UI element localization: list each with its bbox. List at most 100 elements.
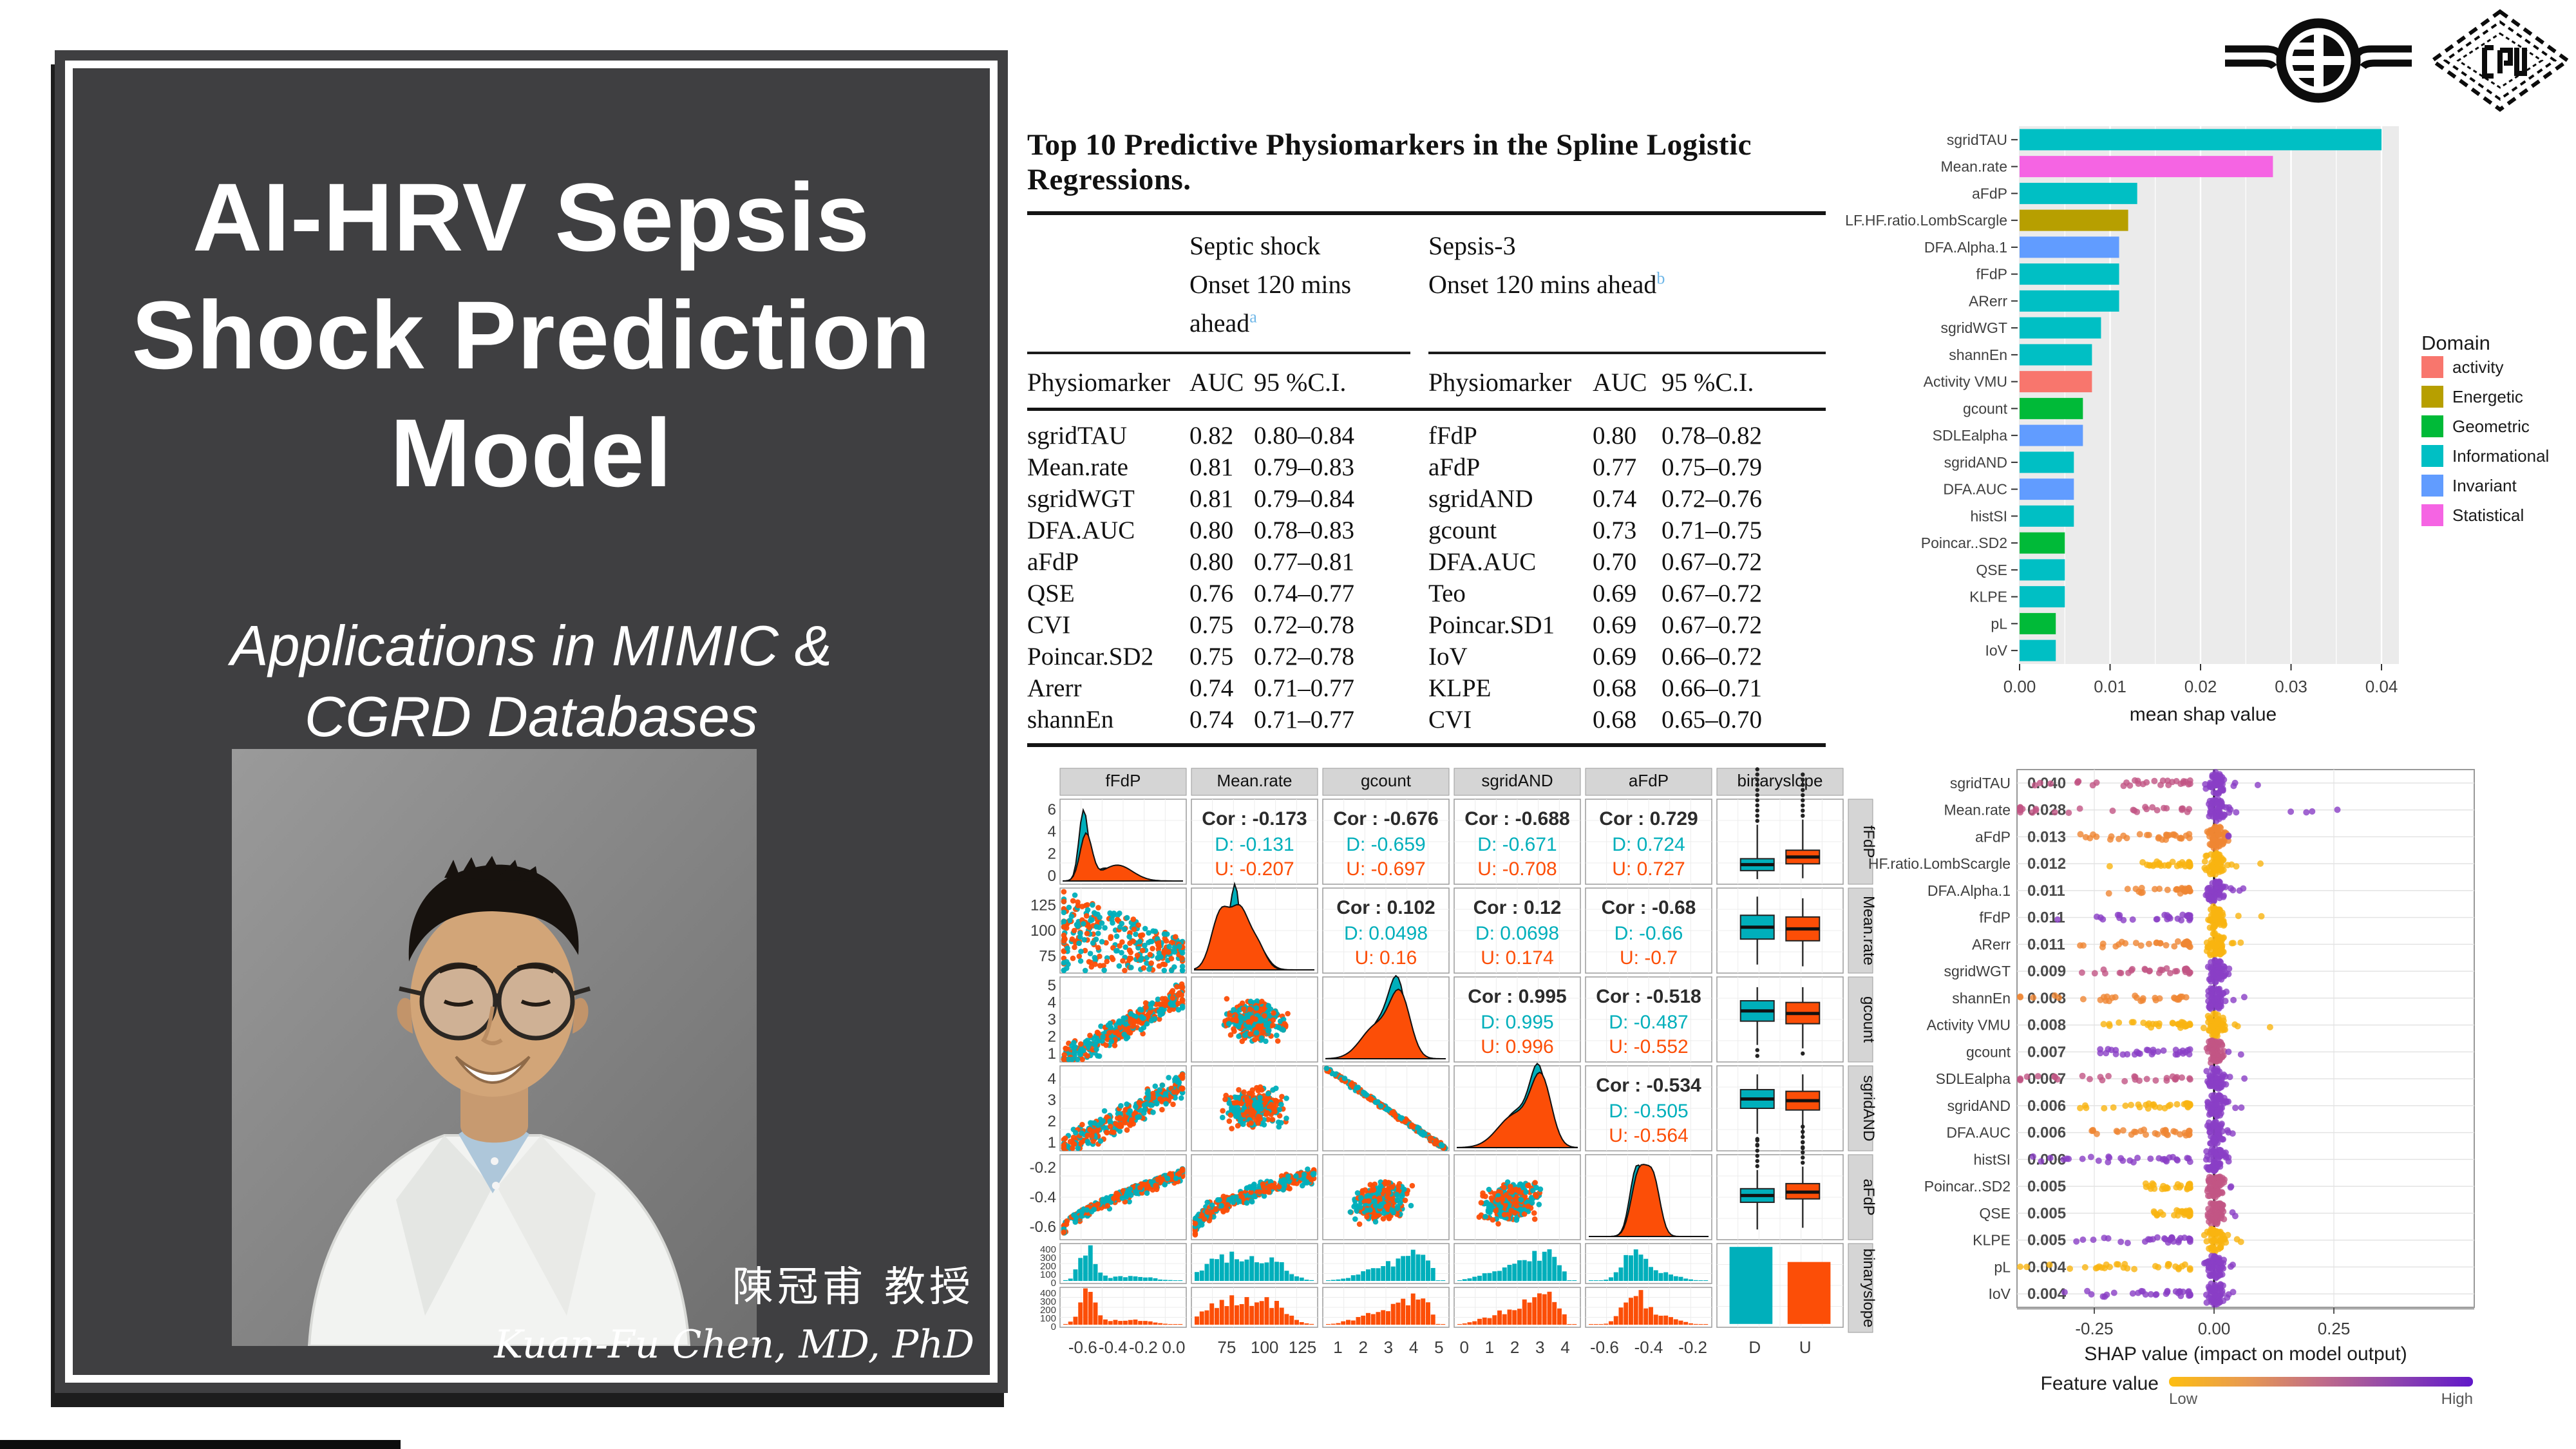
- table-cell: 0.79–0.84: [1254, 485, 1354, 513]
- svg-text:D: 0.0498: D: 0.0498: [1344, 923, 1428, 944]
- table-cell: 0.66–0.71: [1662, 674, 1762, 702]
- table-cell: sgridTAU: [1027, 422, 1128, 450]
- svg-text:1: 1: [1048, 1045, 1056, 1063]
- group-header-sepsis3: Sepsis-3 Onset 120 mins aheadb: [1428, 231, 1665, 299]
- svg-text:aFdP: aFdP: [1860, 1179, 1877, 1215]
- svg-text:1: 1: [1485, 1338, 1494, 1357]
- svg-text:0.009: 0.009: [2027, 963, 2066, 980]
- svg-text:0: 0: [1048, 867, 1056, 885]
- svg-text:0.013: 0.013: [2027, 828, 2066, 846]
- table-gap: [1410, 546, 1428, 578]
- svg-text:U: -0.7: U: -0.7: [1620, 947, 1678, 969]
- legend-swatch-Informational: [2421, 445, 2443, 467]
- strip-right-sgridAND: [1848, 1065, 1873, 1151]
- bar-LF.HF.ratio.LombScargle: [2020, 209, 2128, 231]
- svg-text:2: 2: [1510, 1338, 1519, 1357]
- svg-text:Cor : -0.676: Cor : -0.676: [1333, 808, 1438, 829]
- svg-text:0.011: 0.011: [2027, 882, 2065, 900]
- svg-text:U: U: [1799, 1338, 1812, 1357]
- svg-text:activity: activity: [2452, 357, 2503, 377]
- table-gap: [1410, 483, 1428, 515]
- table-cell: gcount: [1428, 516, 1497, 544]
- table-cell: 0.81: [1189, 453, 1234, 481]
- physiomarker-table: Top 10 Predictive Physiomarkers in the S…: [1027, 128, 1826, 748]
- svg-text:sgridAND: sgridAND: [1944, 454, 2007, 471]
- slide-subtitle: Applications in MIMIC & CGRD Databases: [55, 611, 1008, 752]
- table-cell: 0.78–0.83: [1254, 516, 1354, 544]
- svg-text:-0.6: -0.6: [1068, 1338, 1097, 1357]
- svg-text:400: 400: [1040, 1244, 1056, 1255]
- bar-pL: [2020, 612, 2056, 634]
- svg-text:-0.6: -0.6: [1590, 1338, 1619, 1357]
- legend-swatch-Invariant: [2421, 475, 2443, 497]
- table-cell: 0.71–0.77: [1254, 674, 1354, 702]
- svg-text:75: 75: [1039, 948, 1056, 965]
- table-cell: 0.72–0.78: [1254, 643, 1354, 670]
- author-name-cjk: 陳冠甫 教授: [732, 1264, 974, 1311]
- table-grid: Septic shock Onset 120 mins aheada Sepsi…: [1027, 210, 1826, 420]
- table-cell: 0.74: [1189, 706, 1234, 734]
- table-cell: 0.65–0.70: [1662, 706, 1762, 734]
- svg-text:fFdP: fFdP: [1860, 826, 1877, 858]
- svg-text:100: 100: [1040, 1313, 1056, 1324]
- svg-text:Cor : -0.68: Cor : -0.68: [1602, 897, 1696, 918]
- svg-text:Cor : -0.688: Cor : -0.688: [1464, 808, 1569, 829]
- shap-beeswarm-plot: sgridTAU0.040Mean.rate0.028aFdP0.013LF.H…: [1848, 760, 2566, 1410]
- svg-text:300: 300: [1040, 1253, 1056, 1264]
- feature-value-gradient: [2169, 1377, 2473, 1387]
- cgu-diamond-logo: [2429, 9, 2571, 112]
- col-header: 95 %C.I.: [1254, 368, 1347, 397]
- svg-text:0.00: 0.00: [2003, 677, 2036, 696]
- svg-text:aFdP: aFdP: [1975, 828, 2011, 845]
- svg-text:4: 4: [1048, 823, 1056, 840]
- bar-histSI: [2020, 505, 2074, 527]
- svg-text:histSI: histSI: [1970, 507, 2007, 524]
- svg-text:U: -0.697: U: -0.697: [1346, 858, 1425, 880]
- bar-DFA.Alpha.1: [2020, 236, 2119, 258]
- svg-text:gcount: gcount: [1860, 996, 1877, 1043]
- svg-text:Cor : 0.12: Cor : 0.12: [1473, 897, 1562, 918]
- table-cell: 0.75–0.79: [1662, 453, 1762, 481]
- svg-text:Cor : -0.534: Cor : -0.534: [1596, 1075, 1701, 1096]
- svg-text:6: 6: [1048, 801, 1056, 819]
- svg-text:Poincar..SD2: Poincar..SD2: [1921, 535, 2007, 551]
- bar-Activity VMU: [2020, 371, 2092, 393]
- svg-text:U: -0.552: U: -0.552: [1609, 1036, 1688, 1057]
- table-cell: 0.77–0.81: [1254, 548, 1354, 576]
- hospital-cross-logo: [2225, 18, 2412, 103]
- table-gap: [1410, 515, 1428, 546]
- col-header: Physiomarker: [1027, 368, 1171, 397]
- bar-DFA.AUC: [2020, 478, 2074, 500]
- table-cell: 0.78–0.82: [1662, 422, 1762, 450]
- svg-text:Cor : 0.729: Cor : 0.729: [1599, 808, 1698, 829]
- svg-text:0.012: 0.012: [2027, 855, 2066, 873]
- table-title: Top 10 Predictive Physiomarkers in the S…: [1027, 128, 1752, 196]
- table-cell: 0.70: [1593, 548, 1637, 576]
- svg-text:0.04: 0.04: [2365, 677, 2398, 696]
- table-cell: Mean.rate: [1027, 453, 1128, 481]
- rule-group-left: [1189, 343, 1410, 354]
- svg-text:Activity VMU: Activity VMU: [1924, 374, 2007, 390]
- table-cell: sgridWGT: [1027, 485, 1135, 513]
- svg-text:Geometric: Geometric: [2452, 417, 2530, 436]
- svg-text:mean shap value: mean shap value: [2130, 704, 2277, 725]
- table-gap: [1410, 641, 1428, 672]
- bar-Mean.rate: [2020, 156, 2273, 178]
- table-cell: 0.81: [1189, 485, 1234, 513]
- svg-text:3: 3: [1048, 1092, 1056, 1109]
- svg-text:Mean.rate: Mean.rate: [1940, 158, 2007, 175]
- svg-text:ARerr: ARerr: [1969, 292, 2007, 309]
- bar-sgridAND: [2020, 451, 2074, 473]
- table-cell: KLPE: [1428, 674, 1492, 702]
- svg-text:binaryslope: binaryslope: [1738, 771, 1823, 790]
- svg-text:D: -0.671: D: -0.671: [1477, 834, 1557, 855]
- svg-text:-0.2: -0.2: [1129, 1338, 1158, 1357]
- bar-aFdP: [2020, 182, 2137, 204]
- table-cell: 0.71–0.77: [1254, 706, 1354, 734]
- table-cell: 0.72–0.76: [1662, 485, 1762, 513]
- table-rule-top: [1027, 211, 1826, 218]
- table-cell: 0.69: [1593, 643, 1637, 670]
- table-cell: 0.67–0.72: [1662, 580, 1762, 607]
- strip-right-aFdP: [1848, 1154, 1873, 1240]
- table-cell: 0.80: [1189, 516, 1234, 544]
